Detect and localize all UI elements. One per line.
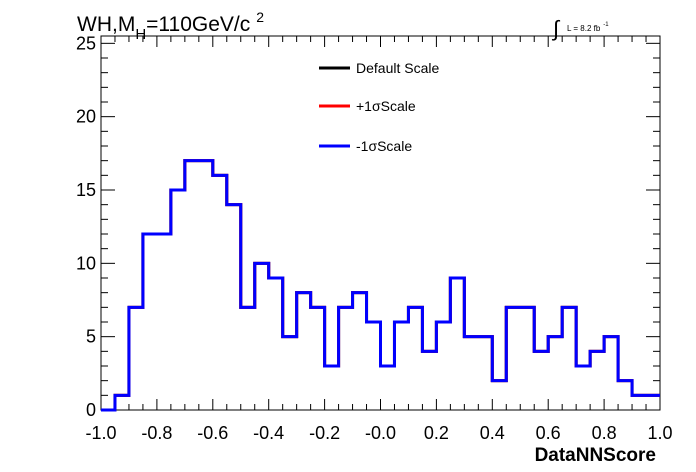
title-subscript: H: [135, 26, 146, 43]
legend-label: Default Scale: [356, 60, 439, 76]
x-tick-label: -1.0: [85, 423, 116, 443]
legend-label: +1σScale: [356, 98, 416, 114]
x-tick-label: -0.4: [253, 423, 284, 443]
series-line: [101, 159, 660, 412]
x-tick-label: 0.8: [592, 423, 617, 443]
x-tick-label: 0.6: [536, 423, 561, 443]
x-tick-label: -0.6: [197, 423, 228, 443]
legend-label: -1σScale: [356, 138, 412, 154]
axes: -1.0 -0.8 -0.6 -0.4 -0.2 -0.0 0.2 0.4 0.6 0.8 1.0 0…: [76, 33, 673, 443]
lumi-superscript: -1: [603, 22, 609, 28]
lumi-integral-sign: ∫: [551, 16, 561, 41]
y-tick-label: 10: [76, 253, 96, 273]
x-tick-label: 0.2: [424, 423, 449, 443]
y-tick-label: 15: [76, 180, 96, 200]
legend: Default Scale +1σScale -1σScale: [319, 60, 439, 154]
y-tick-label: 0: [86, 400, 96, 420]
y-tick-label: 5: [86, 327, 96, 347]
x-tick-label: 1.0: [647, 423, 672, 443]
series-layer: [101, 159, 660, 412]
series-line: [101, 159, 660, 412]
title-main: =110GeV/c: [146, 13, 250, 36]
x-tick-label: -0.2: [309, 423, 340, 443]
title-prefix: WH,M: [77, 13, 135, 36]
x-tick-label: -0.8: [141, 423, 172, 443]
series-line: [101, 159, 660, 412]
chart-title: WH,MH=110GeV/c 2: [77, 9, 264, 43]
title-superscript: 2: [256, 9, 264, 25]
y-tick-label: 20: [76, 107, 96, 127]
lumi-label: L = 8.2 fb -1: [567, 22, 609, 33]
x-tick-label: 0.4: [480, 423, 505, 443]
x-tick-label: -0.0: [365, 423, 396, 443]
x-axis-label: DataNNScore: [535, 445, 656, 466]
lumi-text: L = 8.2 fb: [567, 24, 601, 33]
y-tick-label: 25: [76, 33, 96, 53]
